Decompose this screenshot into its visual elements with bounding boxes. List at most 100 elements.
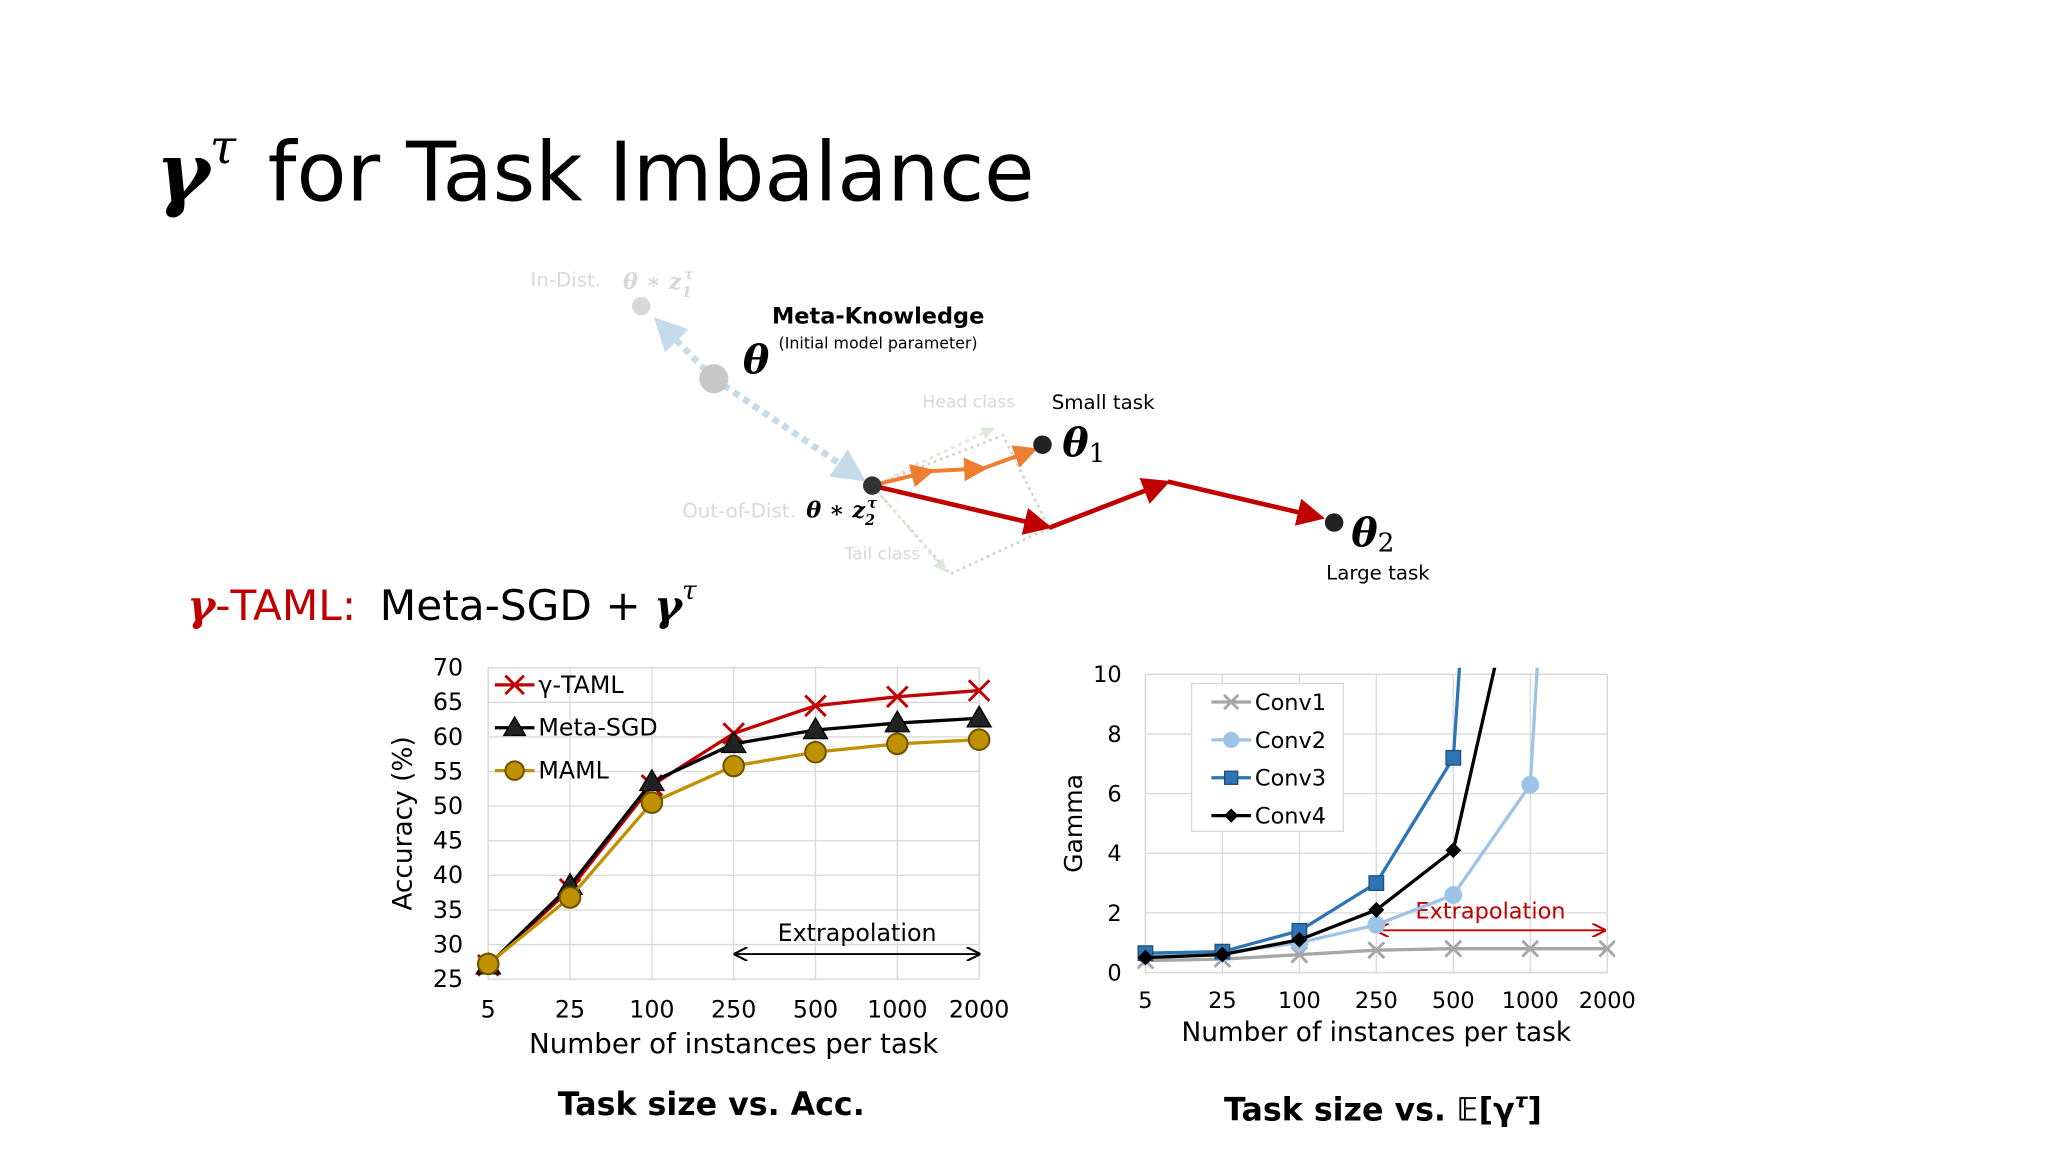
marker	[967, 728, 991, 751]
title-symbol: γ	[156, 125, 214, 221]
tail-arrow	[871, 484, 947, 573]
y-tick-label: 2	[1107, 901, 1121, 927]
marker	[802, 716, 829, 740]
legend-marker	[1223, 770, 1239, 785]
marker	[720, 730, 747, 754]
small-step	[871, 464, 935, 488]
large-step	[871, 483, 1052, 535]
x-tick-label: 2000	[949, 995, 1009, 1023]
subtitle-sup: τ	[682, 576, 697, 606]
marker	[558, 886, 582, 909]
theta-point	[699, 364, 729, 394]
x-tick-label: 250	[1355, 988, 1398, 1014]
theta1-sub: 1	[1089, 439, 1106, 469]
y-tick-label: 65	[433, 688, 463, 716]
z2-sup: τ	[867, 495, 877, 512]
z2-base: θ ∗ z	[806, 497, 866, 523]
caption-part: ]	[1527, 1092, 1541, 1128]
marker	[640, 791, 664, 814]
marker	[1598, 939, 1616, 958]
chart-caption: Task size vs. 𝔼[γτ]	[1224, 1089, 1542, 1128]
small-step	[982, 445, 1038, 471]
y-tick-label: 35	[433, 896, 463, 924]
marker	[1521, 775, 1540, 794]
tail-class: Tail class	[844, 545, 921, 565]
marker	[1521, 939, 1540, 958]
z1-sup: τ	[684, 267, 694, 284]
large-task: Large task	[1326, 561, 1430, 584]
in-dist-label: In-Dist.	[530, 268, 601, 291]
x-tick-label: 25	[1208, 988, 1237, 1014]
head-path	[871, 433, 1051, 529]
marker	[886, 732, 909, 756]
title-sup: τ	[210, 121, 237, 176]
x-tick-label: 1000	[1502, 988, 1559, 1014]
marker	[967, 679, 991, 702]
x-tick-label: 1000	[867, 995, 927, 1023]
x-tick-label: 25	[555, 995, 585, 1023]
subtitle-text: Meta-SGD +	[380, 581, 654, 630]
z1-sub: 1	[682, 284, 692, 301]
theta2-point	[1324, 513, 1344, 532]
marker	[1522, 502, 1538, 518]
x-tick-label: 100	[629, 995, 674, 1023]
legend-marker	[1223, 731, 1240, 749]
series-line	[1145, 667, 1497, 960]
y-axis-label: Accuracy (%)	[389, 736, 419, 910]
marker	[1368, 901, 1385, 918]
y-tick-label: 4	[1107, 841, 1121, 867]
x-tick-label: 250	[711, 995, 756, 1023]
marker	[722, 754, 745, 778]
theta2-label: θ2	[1351, 510, 1394, 558]
marker	[638, 768, 666, 792]
z2-sub: 2	[864, 512, 875, 529]
head-arrow	[871, 427, 995, 487]
y-tick-label: 10	[1093, 662, 1122, 688]
x-tick-label: 500	[793, 995, 838, 1023]
legend-marker	[1223, 693, 1240, 711]
theta-label: θ	[743, 337, 770, 383]
x-tick-label: 5	[1138, 988, 1152, 1014]
legend-box	[1190, 682, 1344, 832]
chart-caption: Task size vs. Acc.	[558, 1087, 865, 1123]
y-axis-label: Gamma	[1059, 774, 1088, 873]
y-tick-label: 8	[1107, 722, 1121, 748]
legend-label: Conv2	[1255, 728, 1326, 754]
annotation: Extrapolation	[1415, 898, 1565, 924]
subtitle-symbol: γ	[187, 580, 217, 630]
x-tick-label: 500	[1432, 988, 1475, 1014]
marker	[1367, 915, 1386, 934]
legend-label: γ-TAML	[538, 671, 624, 699]
legend-label: Conv1	[1255, 690, 1326, 716]
theta2-base: θ	[1351, 510, 1378, 556]
y-tick-label: 25	[433, 965, 463, 993]
series-line	[1145, 667, 1462, 955]
theta1-label: θ1	[1062, 421, 1105, 469]
marker	[1367, 941, 1386, 960]
series-layer	[1137, 502, 1616, 970]
small-task: Small task	[1052, 391, 1155, 414]
annotation: Extrapolation	[778, 919, 937, 947]
large-step	[1167, 479, 1325, 526]
marker	[1368, 875, 1385, 891]
legend-marker	[504, 674, 525, 696]
marker	[1137, 949, 1154, 966]
y-tick-label: 30	[433, 930, 463, 958]
legend-label: Conv3	[1255, 766, 1326, 792]
y-tick-label: 50	[433, 792, 463, 820]
x-axis-label: Number of instances per task	[529, 1027, 938, 1060]
x-tick-label: 2000	[1579, 988, 1636, 1014]
marker	[476, 952, 500, 976]
adapt-point	[863, 476, 882, 495]
caption-part: τ	[1515, 1089, 1529, 1112]
theta1-point	[1033, 435, 1052, 454]
marker	[1444, 939, 1463, 958]
theta1-base: θ	[1062, 421, 1089, 467]
theta2-sub: 2	[1378, 529, 1395, 559]
x-axis-label: Number of instances per task	[1181, 1018, 1571, 1048]
out-dist-label: Out-of-Dist.	[682, 499, 796, 522]
y-tick-label: 60	[433, 723, 463, 751]
x-tick-label: 5	[481, 995, 496, 1023]
marker	[804, 694, 827, 718]
